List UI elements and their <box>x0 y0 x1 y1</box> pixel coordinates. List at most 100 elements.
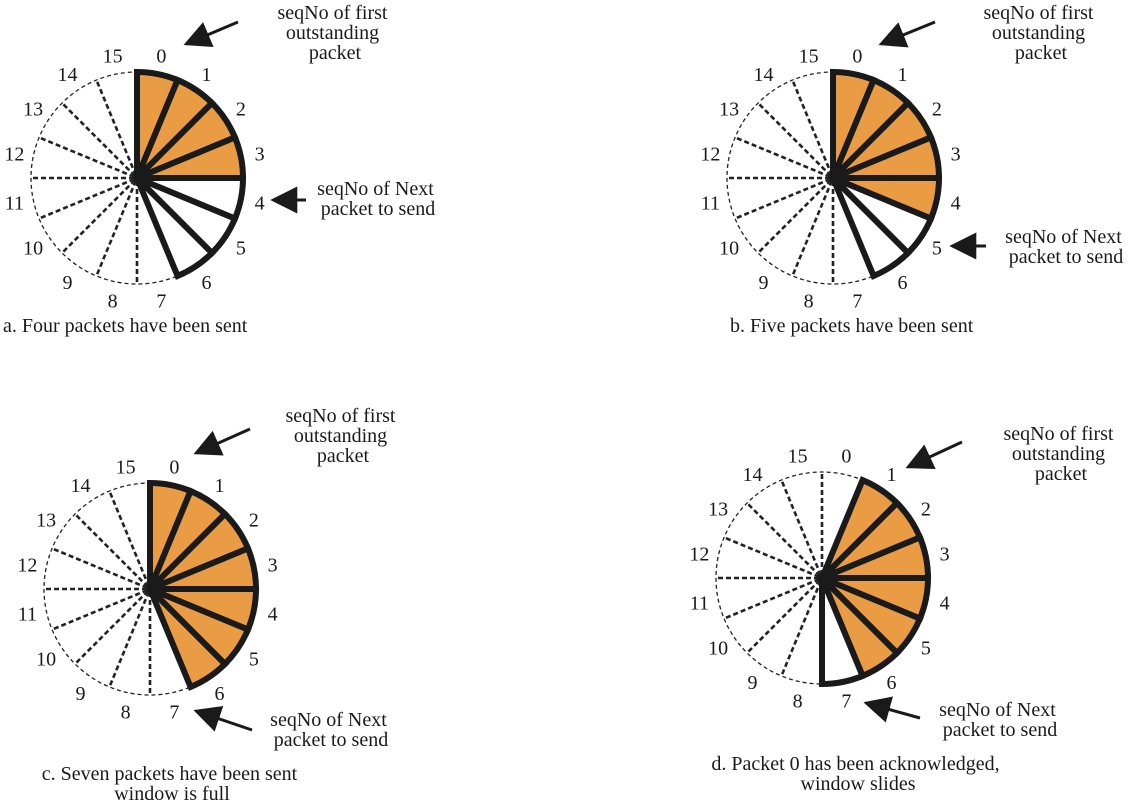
seq-number-b-2: 2 <box>932 99 942 121</box>
wheel-hub-a <box>133 174 141 182</box>
slot-divider-a-11 <box>38 177 135 220</box>
seq-number-d-5: 5 <box>921 637 931 659</box>
seq-number-d-0: 0 <box>841 445 851 467</box>
seq-number-b-4: 4 <box>951 192 961 214</box>
seq-number-a-10: 10 <box>23 237 43 259</box>
slot-divider-b-9 <box>791 180 834 277</box>
seq-number-c-4: 4 <box>268 603 278 625</box>
seq-number-c-8: 8 <box>121 702 131 724</box>
slot-divider-d-13 <box>723 536 820 579</box>
seq-number-c-13: 13 <box>36 510 56 532</box>
wheel-hub-c <box>146 585 154 593</box>
caption-b: b. Five packets have been sent <box>730 315 974 337</box>
slot-divider-c-13 <box>51 547 148 590</box>
seq-number-b-6: 6 <box>897 272 907 294</box>
next-to-send-label-a: seqNo of Next packet to send <box>317 178 439 220</box>
seq-number-c-15: 15 <box>116 456 136 478</box>
next-to-send-arrow-d <box>863 696 921 723</box>
seq-number-b-15: 15 <box>799 45 819 67</box>
seq-number-d-2: 2 <box>921 499 931 521</box>
slot-divider-d-15 <box>780 479 823 576</box>
first-outstanding-arrow-c <box>193 427 251 456</box>
seq-number-a-1: 1 <box>201 64 211 86</box>
seq-number-d-8: 8 <box>793 691 803 713</box>
first-outstanding-arrow-d <box>905 440 963 470</box>
first-outstanding-arrow-b <box>878 20 936 48</box>
seq-number-a-4: 4 <box>255 192 265 214</box>
seq-number-c-10: 10 <box>36 648 56 670</box>
wheel-hub-d <box>818 574 826 582</box>
slot-divider-b-13 <box>734 136 831 179</box>
seq-number-a-7: 7 <box>156 291 166 313</box>
first-outstanding-label-a: seqNo of first outstanding packet <box>278 2 393 64</box>
seq-number-d-10: 10 <box>708 637 728 659</box>
seq-number-b-1: 1 <box>897 64 907 86</box>
seq-number-b-7: 7 <box>852 291 862 313</box>
next-to-send-label-d: seqNo of Next packet to send <box>939 699 1061 741</box>
seq-number-d-14: 14 <box>743 464 763 486</box>
seq-number-a-5: 5 <box>236 237 246 259</box>
slot-divider-c-11 <box>51 588 148 631</box>
seq-number-a-8: 8 <box>108 291 118 313</box>
window-slot-a-6 <box>134 175 217 280</box>
slot-divider-a-10 <box>61 179 136 254</box>
slot-divider-a-9 <box>95 180 138 277</box>
seq-number-d-3: 3 <box>940 544 950 566</box>
seq-number-d-13: 13 <box>708 499 728 521</box>
slot-divider-d-14 <box>746 502 821 577</box>
next-to-send-arrow-c <box>193 706 253 732</box>
slot-divider-b-10 <box>757 179 832 254</box>
seq-number-c-11: 11 <box>18 603 37 625</box>
seq-number-b-11: 11 <box>701 192 720 214</box>
slot-divider-d-10 <box>746 579 821 654</box>
seq-number-a-0: 0 <box>156 45 166 67</box>
seq-number-d-6: 6 <box>886 672 896 694</box>
seq-number-c-0: 0 <box>169 456 179 478</box>
seq-number-b-0: 0 <box>852 45 862 67</box>
seq-number-a-13: 13 <box>23 99 43 121</box>
first-outstanding-arrow-a <box>183 20 239 47</box>
seq-number-d-7: 7 <box>841 691 851 713</box>
caption-a: a. Four packets have been sent <box>3 315 248 337</box>
slot-divider-c-10 <box>74 590 149 665</box>
wheel-hub-b <box>829 174 837 182</box>
first-outstanding-label-d: seqNo of first outstanding packet <box>1004 423 1119 485</box>
seq-number-b-13: 13 <box>719 99 739 121</box>
seq-number-a-12: 12 <box>4 144 24 166</box>
seq-number-c-1: 1 <box>214 475 224 497</box>
seq-number-c-5: 5 <box>249 648 259 670</box>
seq-number-a-2: 2 <box>236 99 246 121</box>
seq-number-d-15: 15 <box>788 445 808 467</box>
caption-c: c. Seven packets have been sent window i… <box>42 763 302 805</box>
seq-number-b-3: 3 <box>951 144 961 166</box>
slot-divider-b-15 <box>791 79 834 176</box>
slot-divider-a-15 <box>95 79 138 176</box>
first-outstanding-label-c: seqNo of first outstanding packet <box>286 405 401 467</box>
seq-number-c-12: 12 <box>17 555 37 577</box>
seq-number-c-9: 9 <box>76 683 86 705</box>
seq-number-a-11: 11 <box>5 192 24 214</box>
slot-divider-d-9 <box>780 580 823 677</box>
seq-number-d-11: 11 <box>690 592 709 614</box>
next-to-send-label-b: seqNo of Next packet to send <box>1005 226 1127 268</box>
caption-d: d. Packet 0 has been acknowledged, windo… <box>711 753 1004 795</box>
seq-number-a-15: 15 <box>103 45 123 67</box>
window-slot-c-6 <box>147 586 230 691</box>
slot-divider-a-13 <box>38 136 135 179</box>
seq-number-c-7: 7 <box>169 702 179 724</box>
seq-number-b-14: 14 <box>754 64 774 86</box>
slot-divider-b-14 <box>757 102 832 177</box>
seq-number-b-8: 8 <box>804 291 814 313</box>
seq-number-b-5: 5 <box>932 237 942 259</box>
seq-number-c-6: 6 <box>214 683 224 705</box>
slot-divider-c-9 <box>108 591 151 688</box>
window-slot-b-6 <box>830 175 913 280</box>
